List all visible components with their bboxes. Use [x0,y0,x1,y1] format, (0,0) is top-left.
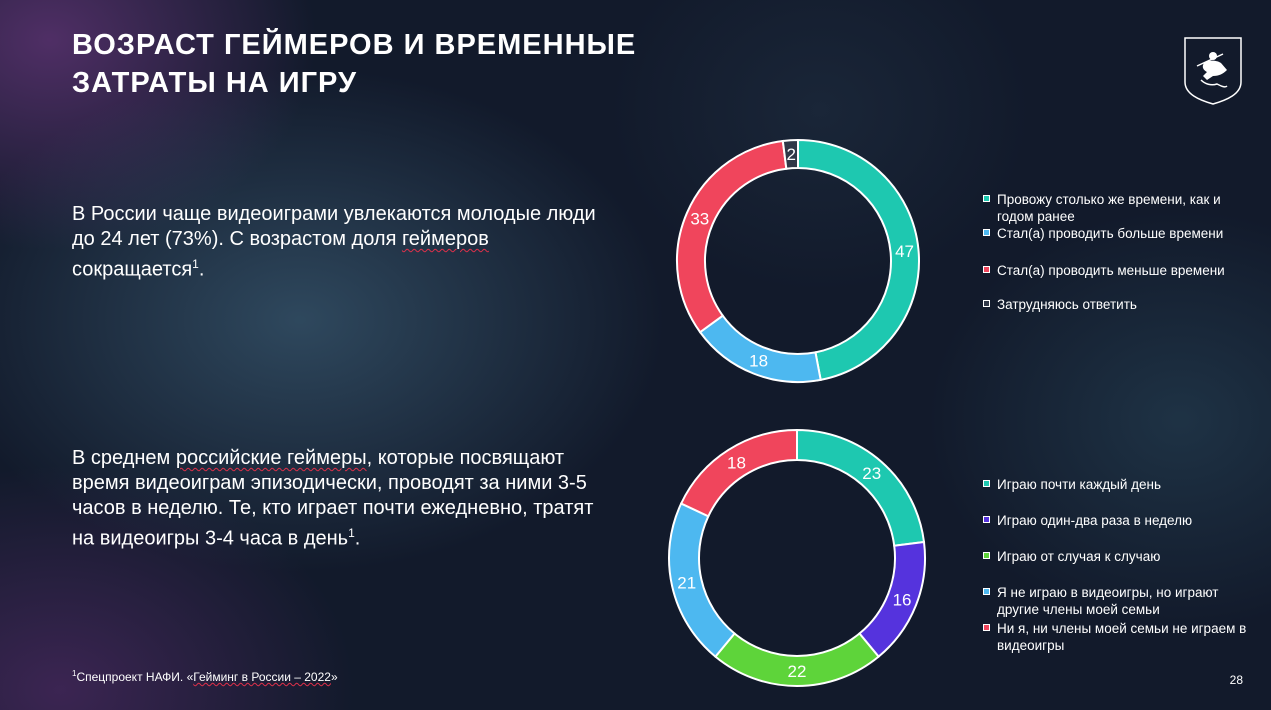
play-frequency-legend-item-1: Играю почти каждый день [983,476,1253,493]
time-change-label-2: 18 [749,351,768,370]
footnote-ref: 1 [348,526,355,540]
page-number: 28 [1229,673,1243,687]
play-frequency-legend-swatch-5 [983,624,990,631]
play-frequency-legend-label-1: Играю почти каждый день [997,477,1162,492]
page-title: ВОЗРАСТ ГЕЙМЕРОВ И ВРЕМЕННЫЕ ЗАТРАТЫ НА … [72,26,636,102]
time-change-legend-swatch-2 [983,229,990,236]
time-change-label-4: 2 [787,145,796,164]
play-frequency-legend-item-5: Ни я, ни члены моей семьи не играем в ви… [983,620,1253,654]
time-change-donut-chart: 47 18 33 2 [676,138,920,383]
play-frequency-legend-swatch-4 [983,588,990,595]
time-change-label-1: 47 [895,242,914,261]
play-frequency-slice-5 [679,428,798,518]
time-change-legend-label-2: Стал(а) проводить больше времени [997,226,1224,241]
play-frequency-donut-chart: 23 16 22 21 18 [668,428,926,687]
play-frequency-legend-item-4: Я не играю в видеоигры, но играют другие… [983,584,1253,618]
play-frequency-legend-item-2: Играю один-два раза в неделю [983,512,1253,529]
age-paragraph-end: сокращается [72,258,193,281]
time-change-legend-swatch-3 [983,266,990,273]
footnote-ref: 1 [192,257,199,271]
play-frequency-legend-label-3: Играю от случая к случаю [997,549,1161,564]
time-change-legend-item-2: Стал(а) проводить больше времени [983,225,1253,242]
time-paragraph-start: В среднем [72,447,176,469]
play-frequency-legend-swatch-3 [983,552,990,559]
play-frequency-legend-label-5: Ни я, ни члены моей семьи не играем в ви… [997,621,1247,653]
time-change-label-3: 33 [690,210,709,229]
age-paragraph: В России чаще видеоиграми увлекаются мол… [72,202,612,283]
footnote-prefix: Спецпроект НАФИ. « [76,670,194,684]
time-change-legend-swatch-4 [983,300,990,307]
time-paragraph-end: , которые посвящают время видеоиграм эпи… [72,447,594,550]
play-frequency-legend-swatch-1 [983,480,990,487]
moscow-coat-of-arms-icon [1184,37,1242,105]
time-paragraph-period: . [354,527,361,550]
footnote-suffix: » [330,670,338,684]
play-frequency-label-4: 21 [677,574,696,593]
time-change-legend-item-4: Затрудняюсь ответить [983,296,1253,313]
time-change-legend-item-3: Стал(а) проводить меньше времени [983,262,1253,279]
time-change-legend-label-4: Затрудняюсь ответить [997,297,1137,312]
title-line-2: ЗАТРАТЫ НА ИГРУ [72,67,358,99]
age-paragraph-gamers: геймеров [401,228,489,250]
play-frequency-legend-label-2: Играю один-два раза в неделю [997,513,1193,528]
play-frequency-label-3: 22 [788,662,807,681]
time-change-slice-3 [676,139,788,334]
play-frequency-legend-swatch-2 [983,516,990,523]
footnote-source: Гейминг в России – 2022 [193,670,331,684]
play-frequency-slice-1 [796,428,926,547]
time-paragraph: В среднем российские геймеры, которые по… [72,446,612,552]
time-change-slice-2 [698,314,822,383]
play-frequency-label-2: 16 [893,591,912,610]
play-frequency-legend-label-4: Я не играю в видеоигры, но играют другие… [997,585,1219,617]
time-change-legend-swatch-1 [983,195,990,202]
time-change-legend-label-1: Провожу столько же времени, как и годом … [997,192,1221,224]
time-change-legend-item-1: Провожу столько же времени, как и годом … [983,191,1253,225]
play-frequency-label-1: 23 [862,464,881,483]
time-paragraph-gamers: российские геймеры [175,447,367,469]
age-paragraph-start: В России чаще видеоиграми увлекаются мол… [72,203,596,250]
age-paragraph-period: . [198,258,205,281]
time-change-slice-4 [781,138,799,170]
footnote: 1Спецпроект НАФИ. «Гейминг в России – 20… [72,669,338,684]
play-frequency-label-5: 18 [727,454,746,473]
title-line-1: ВОЗРАСТ ГЕЙМЕРОВ И ВРЕМЕННЫЕ [72,29,637,61]
time-change-legend-label-3: Стал(а) проводить меньше времени [997,263,1225,278]
play-frequency-legend-item-3: Играю от случая к случаю [983,548,1253,565]
footnote-number: 1 [72,669,77,678]
